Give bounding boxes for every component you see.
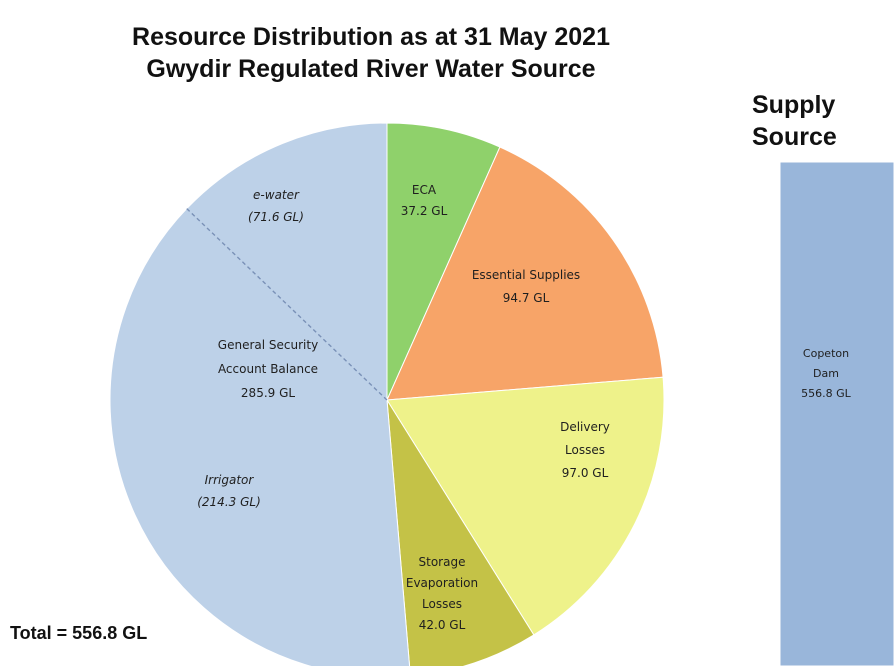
slice-label-general-security-account-balance-line-1: General Security — [218, 338, 318, 352]
pie-slices — [109, 122, 665, 666]
pie-slice-labels: ECA 37.2 GL Essential Supplies 94.7 GL Deliv… — [197, 183, 610, 632]
pie-title-line-2: Gwydir Regulated River Water Source — [146, 55, 595, 83]
slice-label-general-security-account-balance-line-2: Account Balance — [218, 362, 318, 376]
slice-label-eca-line-2: 37.2 GL — [401, 204, 448, 218]
slice-label-delivery-losses-line-2: Losses — [565, 443, 605, 457]
supply-title-line-1: Supply — [752, 91, 835, 119]
pie-slice-general-security-account-balance — [109, 122, 411, 666]
slice-label-eca-line-1: ECA — [412, 183, 437, 197]
pie-slice-storage-evaporation-losses — [386, 399, 535, 666]
sub-label-e-water-line-1: e-water — [253, 188, 300, 202]
slice-label-storage-evaporation-losses-line-2: Evaporation — [406, 576, 478, 590]
pie-chart-title: Resource Distribution as at 31 May 2021 G… — [132, 23, 610, 83]
supply-label-copeton-dam-line-3: 556.8 GL — [801, 387, 852, 400]
slice-label-essential-supplies-line-1: Essential Supplies — [472, 268, 580, 282]
pie-slice-essential-supplies — [386, 146, 664, 401]
supply-label-copeton-dam-line-2: Dam — [813, 367, 839, 380]
supply-source-title: Supply Source — [752, 91, 837, 151]
pie-slice-delivery-losses — [386, 376, 665, 636]
slice-label-general-security-account-balance-line-3: 285.9 GL — [241, 386, 295, 400]
sub-label-e-water-line-2: (71.6 GL) — [248, 210, 304, 224]
pie-slice-eca — [386, 122, 501, 401]
sub-label-irrigator-line-2: (214.3 GL) — [197, 495, 261, 509]
supply-source-labels: Copeton Dam 556.8 GL — [801, 347, 852, 400]
sub-label-irrigator-line-1: Irrigator — [205, 473, 255, 487]
supply-label-copeton-dam-line-1: Copeton — [803, 347, 849, 360]
supply-segment-copeton-dam — [779, 161, 894, 666]
slice-label-storage-evaporation-losses-line-4: 42.0 GL — [419, 618, 466, 632]
slice-label-delivery-losses-line-3: 97.0 GL — [562, 466, 609, 480]
supply-source-bar — [779, 161, 894, 666]
pie-title-line-1: Resource Distribution as at 31 May 2021 — [132, 23, 610, 51]
slice-label-storage-evaporation-losses-line-1: Storage — [419, 555, 466, 569]
slice-label-delivery-losses-line-1: Delivery — [560, 420, 610, 434]
slice-label-essential-supplies-line-2: 94.7 GL — [503, 291, 550, 305]
total-label: Total = 556.8 GL — [10, 623, 147, 643]
supply-title-line-2: Source — [752, 123, 837, 151]
slice-label-storage-evaporation-losses-line-3: Losses — [422, 597, 462, 611]
